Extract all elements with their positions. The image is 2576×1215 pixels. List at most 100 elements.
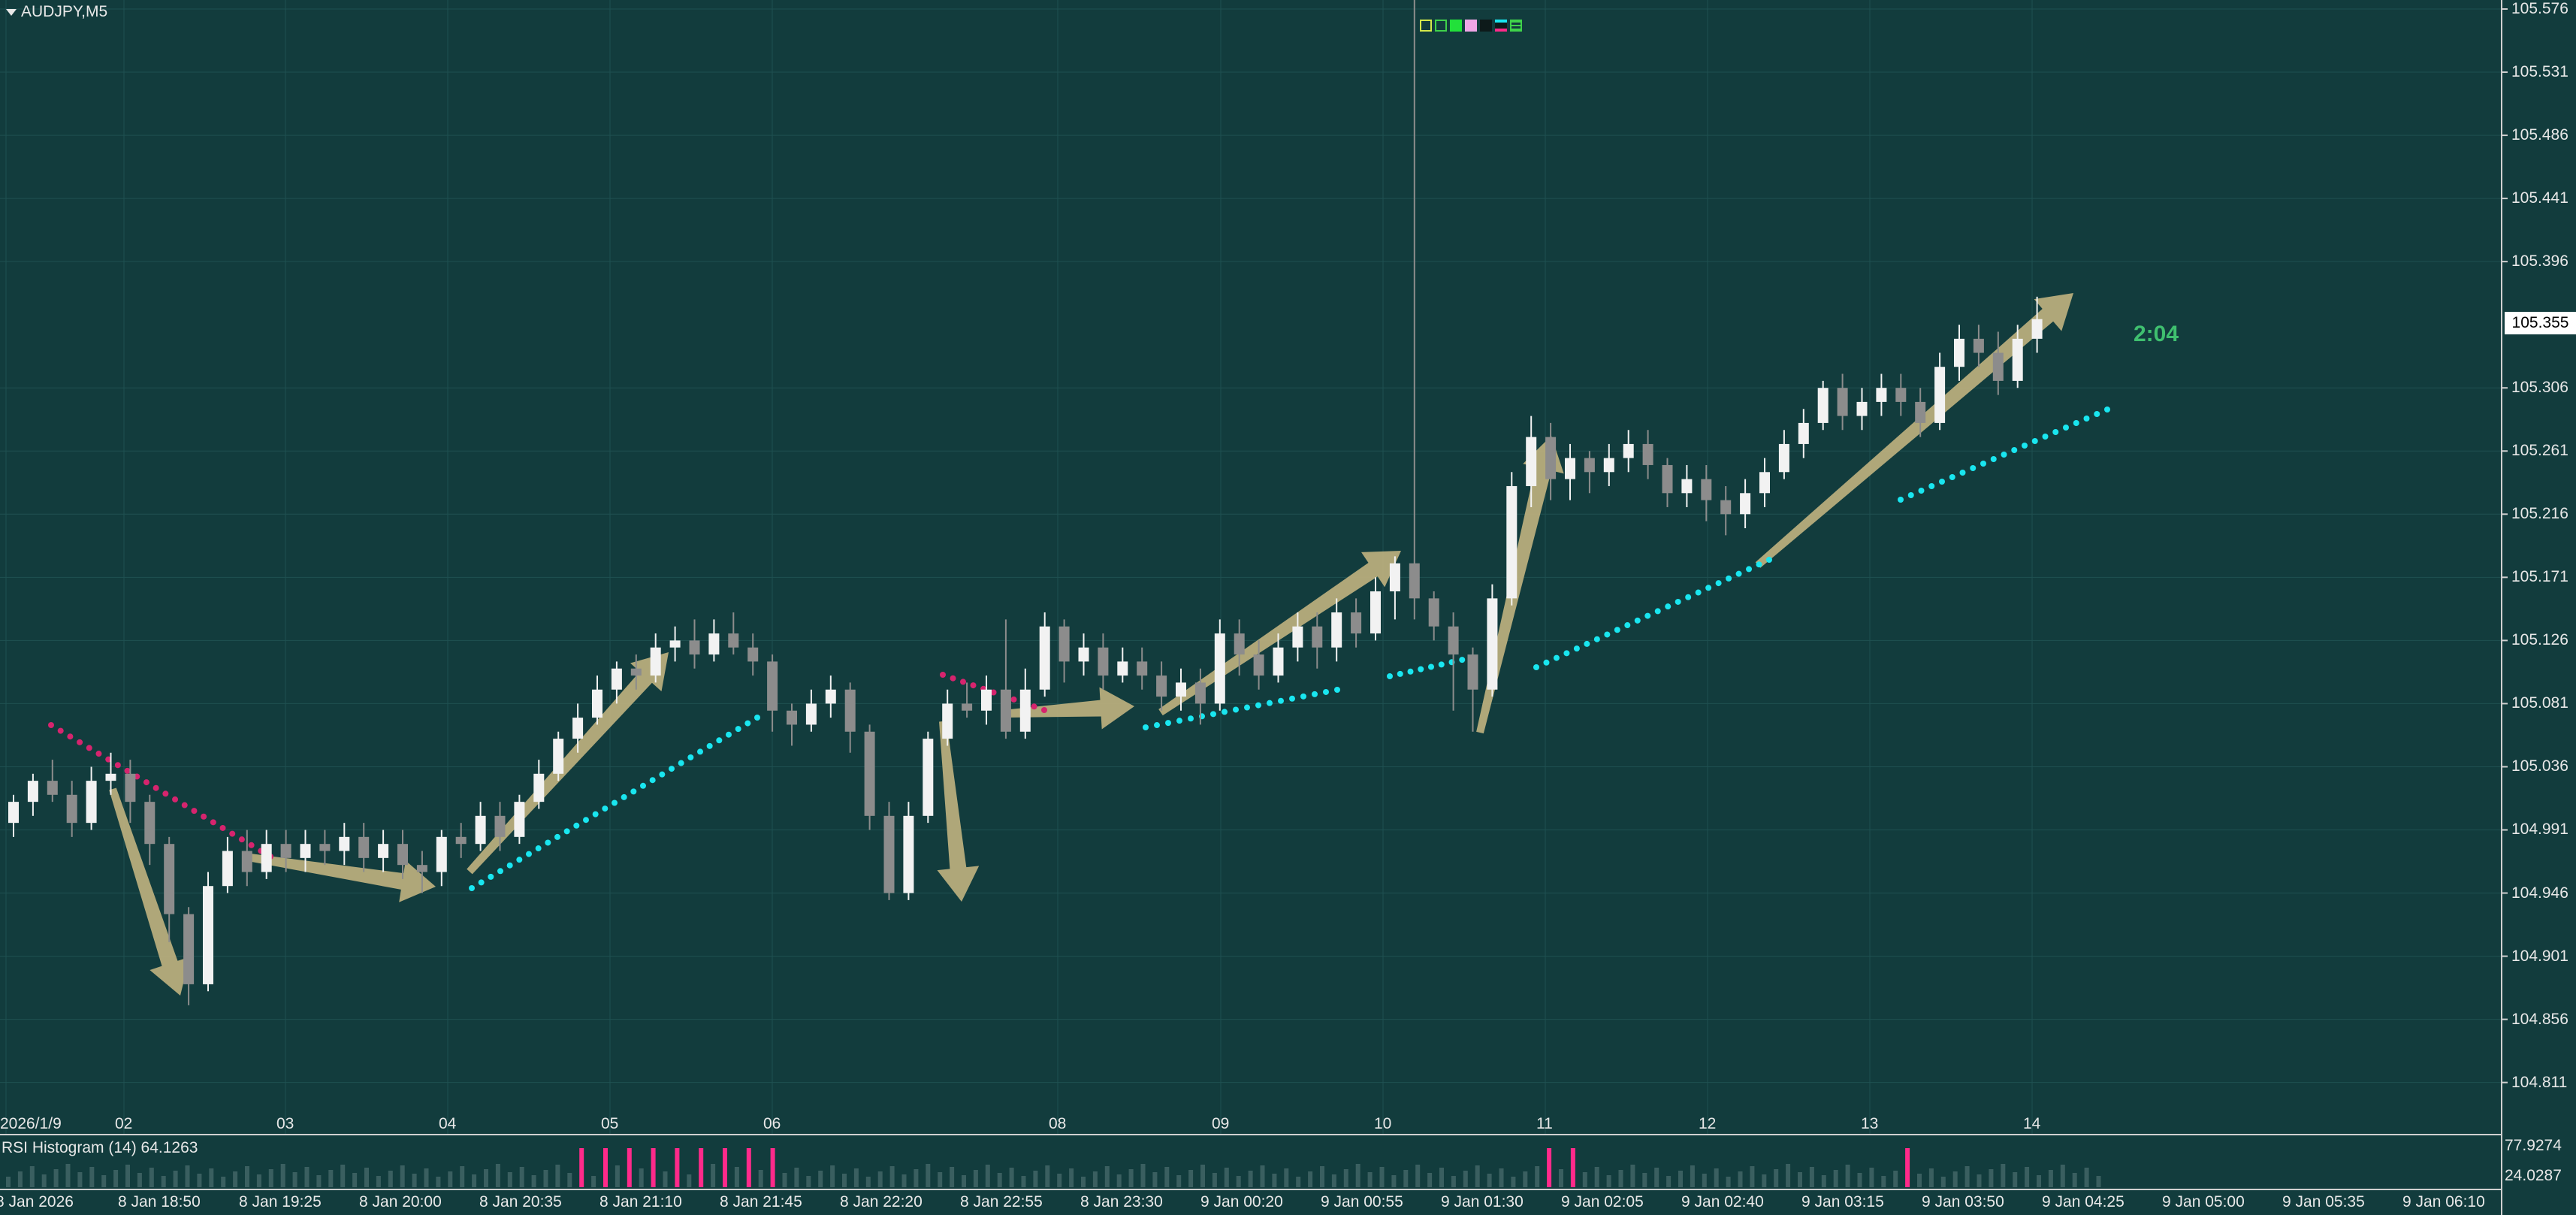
indicator-dot (1766, 557, 1772, 563)
indicator-dot (86, 745, 92, 751)
price-tick-label: 105.081 (2511, 694, 2568, 712)
indicator-dot (1438, 661, 1445, 668)
indicator-dot (1165, 720, 1171, 727)
rsi-bar (221, 1177, 226, 1187)
indicator-dot (143, 779, 149, 786)
current-price-label: 105.355 (2505, 312, 2576, 334)
price-tick-label: 105.261 (2511, 442, 2568, 460)
price-tick-label: 105.441 (2511, 189, 2568, 207)
price-tick-label: 104.811 (2511, 1073, 2568, 1091)
indicator-dot (2031, 438, 2038, 444)
rsi-bar (1869, 1168, 1874, 1187)
candle-body (1019, 689, 1031, 732)
square-outline-green-icon[interactable] (1435, 20, 1447, 32)
rsi-bar (1463, 1171, 1468, 1187)
rsi-bar (627, 1148, 632, 1187)
indicator-dot (1188, 715, 1194, 722)
time-tick-label: 8 Jan 20:00 (359, 1193, 442, 1210)
rsi-bar (962, 1175, 966, 1187)
price-tick-label: 105.036 (2511, 757, 2568, 775)
rsi-bar (723, 1148, 727, 1187)
price-tick-label: 105.216 (2511, 505, 2568, 523)
candle-body (1389, 563, 1400, 592)
rsi-bar (1774, 1169, 1779, 1187)
rsi-bar (889, 1166, 895, 1187)
rsi-bar (1331, 1174, 1336, 1187)
candle-body (378, 844, 389, 858)
time-tick-label: 8 Jan 22:20 (840, 1193, 923, 1210)
candle-body (1934, 367, 1946, 423)
candle-body (1545, 437, 1557, 479)
candle-body (1740, 493, 1751, 515)
candle-body (1156, 676, 1167, 697)
indicator-dot (1584, 640, 1590, 647)
indicator-dot (535, 845, 542, 852)
date-tick-label: 13 (1861, 1115, 1879, 1132)
symbol-title[interactable]: AUDJPY,M5 (6, 3, 107, 21)
indicator-dot (1959, 470, 1966, 476)
rsi-histogram (6, 1148, 2101, 1187)
square-cyan-line-icon[interactable] (1495, 20, 1507, 32)
rsi-bar (1296, 1177, 1301, 1187)
indicator-dot (506, 862, 513, 869)
rsi-bar (412, 1174, 417, 1187)
indicator-dot (77, 739, 83, 745)
rsi-bar (1928, 1168, 1934, 1187)
rsi-bar (1475, 1165, 1480, 1187)
rsi-bar (1164, 1167, 1170, 1187)
square-grid-green-icon[interactable] (1510, 20, 1522, 32)
rsi-bar (1200, 1165, 1205, 1187)
indicator-dot (970, 682, 977, 689)
rsi-bar (1499, 1168, 1504, 1187)
square-green-icon[interactable] (1450, 20, 1462, 32)
rsi-bar (113, 1170, 119, 1187)
square-black-icon[interactable] (1480, 20, 1492, 32)
indicator-dot (219, 824, 226, 831)
candle-body (592, 689, 602, 718)
candle-body (962, 703, 973, 711)
indicator-dot (1278, 697, 1284, 704)
indicator-dot (1695, 589, 1702, 596)
rsi-bar (460, 1166, 465, 1187)
candle-body (125, 773, 136, 802)
rsi-bar (1081, 1177, 1086, 1187)
rsi-bar (173, 1171, 178, 1187)
candle-body (1798, 422, 1809, 444)
candle-body (300, 844, 311, 858)
rsi-bar (901, 1174, 907, 1187)
indicator-dot (1533, 664, 1539, 670)
rsi-bar (1654, 1168, 1659, 1187)
candle-body (630, 668, 642, 676)
rsi-bar (304, 1167, 310, 1187)
indicator-dot (497, 868, 503, 875)
candle-body (572, 718, 584, 739)
rsi-bar (65, 1164, 71, 1187)
arrow-shape (937, 721, 980, 902)
indicator-dot (649, 777, 656, 784)
rsi-bar (1786, 1164, 1791, 1187)
candle-body (1642, 443, 1653, 465)
rsi-bar (1642, 1173, 1647, 1187)
rsi-bar (1403, 1170, 1409, 1187)
candle-body (553, 739, 564, 774)
rsi-bar (1033, 1171, 1038, 1187)
rsi-bar (53, 1169, 59, 1187)
candle-body (1973, 338, 1984, 353)
arrow-shape (109, 787, 190, 996)
rsi-bar (1487, 1174, 1492, 1187)
indicator-dot (2011, 447, 2018, 453)
indicator-dot (57, 727, 64, 734)
rsi-bar (1535, 1166, 1540, 1187)
square-outline-yellow-icon[interactable] (1420, 20, 1432, 32)
indicator-dot (1634, 617, 1641, 624)
rsi-bar (1952, 1171, 1958, 1187)
dropdown-triangle-icon[interactable] (6, 8, 17, 16)
indicator-dot (554, 833, 560, 840)
square-pink-icon[interactable] (1465, 20, 1477, 32)
time-tick-label: 8 Jan 18:50 (118, 1193, 201, 1210)
indicator-dot (602, 805, 609, 812)
indicator-dot (105, 756, 112, 763)
time-tick-label: 8 Jan 23:30 (1080, 1193, 1163, 1210)
candle-body (1778, 443, 1789, 473)
